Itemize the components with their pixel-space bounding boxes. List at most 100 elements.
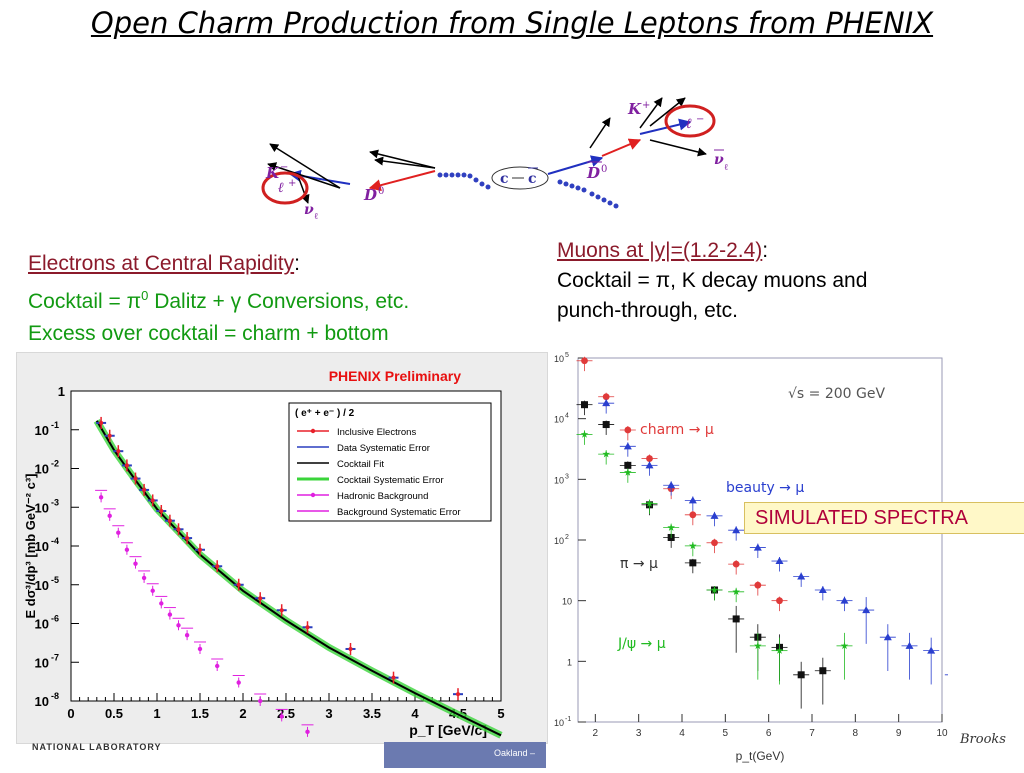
beauty-point <box>840 596 849 604</box>
beauty-point <box>797 572 806 580</box>
y-tick-exponent: -8 <box>51 691 59 701</box>
inclusive-electron-point <box>150 498 155 503</box>
beauty-point <box>688 496 697 504</box>
page-title: Open Charm Production from Single Lepton… <box>90 6 934 40</box>
x-tick-label: 8 <box>853 728 859 739</box>
svg-text:0: 0 <box>601 164 607 175</box>
chart-annotation: beauty → μ <box>726 480 804 496</box>
beauty-point <box>862 606 871 614</box>
label-cbar: c <box>528 171 537 187</box>
svg-text:+: + <box>288 178 296 189</box>
x-tick-label: 1.5 <box>191 706 209 721</box>
beauty-point <box>710 511 719 519</box>
inclusive-electron-point <box>142 487 147 492</box>
muons-text: Muons at |y|=(1.2-2.4): Cocktail = π, K … <box>557 236 867 326</box>
electron-spectrum-panel: PHENIX Preliminary 0 0.5 1 1.5 2 2.5 3 3.5 4 4.5 5 1… <box>16 352 548 744</box>
x-tick-label: 3 <box>325 706 332 721</box>
label-nu: ν <box>304 202 314 218</box>
x-tick-label: 2 <box>593 728 599 739</box>
chart-annotation: J/ψ → μ <box>617 636 666 652</box>
label-nubar: ν <box>714 152 724 168</box>
jpsi-point <box>624 468 632 476</box>
y-tick-label: 1 <box>58 384 65 399</box>
legend-label: Data Systematic Error <box>337 443 430 454</box>
y-tick-exponent: -7 <box>51 652 59 662</box>
inclusive-electron-point <box>198 547 202 552</box>
y-tick-label: 10 <box>554 718 564 728</box>
chart-annotation: π → μ <box>620 556 658 572</box>
pion-point <box>797 671 805 679</box>
y-tick-label: 10 <box>35 655 49 670</box>
gluon-beads <box>437 172 619 209</box>
jpsi-point <box>775 646 784 654</box>
y-tick-label: 10 <box>35 539 49 554</box>
charm-point <box>754 581 762 589</box>
x-tick-label: 1 <box>153 706 160 721</box>
x-tick-label: 6 <box>766 728 772 739</box>
plot-area <box>577 357 943 723</box>
y-tick-exponent: -5 <box>51 575 59 585</box>
charm-point <box>732 560 740 568</box>
author-credit: Brooks <box>960 732 1006 747</box>
y-axis-label: E dσ³/dp³ [mb GeV⁻² c³] <box>23 473 38 618</box>
svg-text:ℓ: ℓ <box>314 212 318 222</box>
electrons-excess: Excess over cocktail = charm + bottom <box>28 322 389 345</box>
svg-text:−: − <box>280 162 288 173</box>
y-tick-label: 10 <box>35 694 49 709</box>
lab-logo-text: NATIONAL LABORATORY <box>32 742 162 752</box>
y-tick-label: 10 <box>554 475 564 485</box>
y-tick-label: 1 <box>567 657 572 667</box>
pion-point <box>732 615 740 623</box>
label-c: c <box>500 171 509 187</box>
x-tick-label: 3 <box>636 728 642 739</box>
legend-label: Inclusive Electrons <box>337 427 416 438</box>
beauty-point <box>905 641 914 649</box>
lepton-plus-circle <box>261 171 309 205</box>
jpsi-point <box>602 450 610 458</box>
beauty-point <box>667 481 676 489</box>
legend-header: ( e⁺ + e⁻ ) / 2 <box>295 408 355 419</box>
inclusive-electron-point <box>107 433 112 438</box>
legend-label: Cocktail Fit <box>337 459 384 470</box>
inclusive-electron-point <box>159 509 164 514</box>
beauty-point <box>623 442 632 450</box>
y-tick-label: 10 <box>35 578 49 593</box>
beauty-point <box>927 646 936 654</box>
inclusive-electron-point <box>258 596 263 601</box>
cocktail-fit-line <box>95 420 502 737</box>
inclusive-electron-point <box>176 527 181 532</box>
beauty-point <box>775 557 784 565</box>
beauty-point <box>732 526 741 534</box>
chart-annotation: √s = 200 GeV <box>788 386 885 402</box>
y-tick-exponent: -3 <box>51 497 59 507</box>
y-tick-exponent: -6 <box>51 614 59 624</box>
x-tick-label: 5 <box>723 728 729 739</box>
charm-point <box>624 426 632 434</box>
inclusive-electron-point <box>133 476 138 481</box>
inclusive-electron-point <box>456 692 460 697</box>
legend-label: Hadronic Background <box>337 491 428 502</box>
beauty-point <box>753 543 762 551</box>
pion-point <box>819 667 827 675</box>
legend-label: Background Systematic Error <box>337 507 461 518</box>
y-tick-exponent: -1 <box>51 420 59 430</box>
svg-text:−: − <box>696 114 704 125</box>
muons-cocktail: Cocktail = π, K decay muons and <box>557 269 868 292</box>
charm-point <box>581 357 588 365</box>
inclusive-electron-point <box>215 564 220 569</box>
electrons-cocktail: Cocktail = π0 Dalitz + γ Conversions, et… <box>28 288 410 313</box>
y-tick-label: 10 <box>562 597 572 607</box>
x-tick-label: 5 <box>497 706 504 721</box>
muons-heading: Muons at |y|=(1.2-2.4) <box>557 239 763 262</box>
electrons-text: Electrons at Central Rapidity: Cocktail … <box>28 248 409 350</box>
x-axis-label: p_t(GeV) <box>736 749 785 763</box>
lepton-minus-circle <box>664 104 716 138</box>
jpsi-point <box>580 430 589 438</box>
y-tick-exponent: -4 <box>51 536 59 546</box>
electrons-heading: Electrons at Central Rapidity <box>28 252 295 275</box>
charm-point <box>602 393 610 401</box>
charm-point <box>689 511 697 519</box>
inclusive-electron-point <box>124 463 129 468</box>
inclusive-electron-point <box>305 625 310 630</box>
